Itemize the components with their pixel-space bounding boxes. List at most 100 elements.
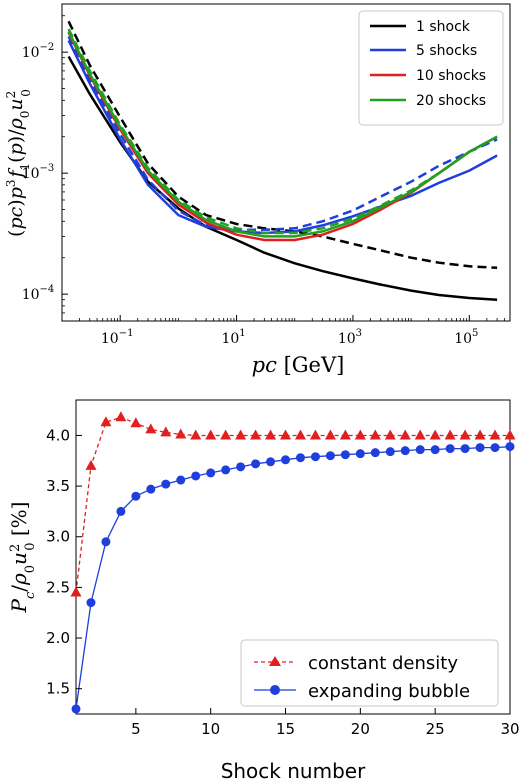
bottom-series-group — [70, 411, 516, 714]
bottom-point-constant-density — [130, 417, 142, 428]
bottom-point-constant-density — [504, 429, 516, 440]
bottom-point-expanding-bubble — [191, 471, 201, 481]
bottom-y-tick-label: 3.0 — [46, 528, 70, 546]
top-y-tick-label: 10−2 — [22, 42, 55, 61]
bottom-point-constant-density — [324, 429, 336, 440]
bottom-point-expanding-bubble — [116, 506, 126, 516]
bottom-point-constant-density — [115, 411, 127, 422]
bottom-point-constant-density — [354, 429, 366, 440]
bottom-series-line-constant-density — [75, 416, 510, 593]
bottom-point-constant-density — [205, 429, 217, 440]
bottom-y-tick-label: 1.5 — [46, 680, 70, 698]
bottom-x-tick-label: 30 — [500, 720, 519, 738]
bottom-point-expanding-bubble — [295, 453, 305, 463]
bottom-point-constant-density — [235, 429, 247, 440]
bottom-point-constant-density — [339, 429, 351, 440]
bottom-legend: constant density expanding bubble — [240, 639, 499, 707]
bottom-point-expanding-bubble — [176, 475, 186, 485]
top-legend-box — [358, 10, 504, 126]
top-y-tick-label: 10−4 — [22, 284, 55, 303]
bottom-point-constant-density — [280, 429, 292, 440]
bottom-point-constant-density — [85, 459, 97, 470]
top-x-tick-label: 105 — [454, 328, 478, 347]
top-series-line-20-shocks-dashed — [67, 28, 498, 235]
bottom-x-tick-label: 10 — [201, 720, 220, 738]
bottom-point-expanding-bubble — [206, 468, 216, 478]
bottom-point-constant-density — [369, 429, 381, 440]
top-legend: 1 shock 5 shocks 10 shocks 20 shocks — [358, 10, 504, 126]
bottom-point-constant-density — [399, 429, 411, 440]
bottom-chart: 5 10 15 20 25 30 1.5 2.0 2.5 3.0 3.5 4.0 Shock numb… — [7, 399, 520, 782]
bottom-point-expanding-bubble — [101, 537, 111, 547]
top-x-axis-label: pc [GeV] — [252, 353, 345, 377]
bottom-point-expanding-bubble — [430, 445, 440, 455]
bottom-point-expanding-bubble — [281, 455, 291, 465]
bottom-legend-box — [240, 639, 499, 707]
bottom-point-constant-density — [145, 423, 157, 434]
top-ticks-group: 10−1 101 103 105 10−4 10−3 10−2 — [22, 15, 511, 347]
bottom-point-constant-density — [70, 586, 82, 597]
top-x-tick-label: 103 — [338, 328, 362, 347]
top-y-axis-label: (pc)p3f1(p)/ρ0u20 — [4, 89, 33, 237]
top-y-tick-label: 10−3 — [22, 163, 55, 182]
bottom-y-tick-label: 4.0 — [46, 426, 70, 444]
top-series-line-5-shocks-dashed — [67, 35, 498, 232]
top-series-group — [67, 20, 498, 301]
bottom-point-constant-density — [384, 429, 396, 440]
legend-label-20-shocks: 20 shocks — [416, 93, 486, 109]
bottom-point-expanding-bubble — [131, 491, 141, 501]
legend-label-5-shocks: 5 shocks — [416, 43, 477, 59]
bottom-point-constant-density — [429, 429, 441, 440]
bottom-plot-frame — [75, 399, 511, 715]
bottom-point-constant-density — [265, 429, 277, 440]
top-x-tick-label: 101 — [221, 328, 245, 347]
bottom-point-constant-density — [444, 429, 456, 440]
legend-marker-circle — [270, 685, 280, 695]
bottom-point-expanding-bubble — [251, 459, 261, 469]
bottom-y-tick-label: 2.0 — [46, 629, 70, 647]
bottom-point-expanding-bubble — [71, 704, 81, 714]
bottom-point-constant-density — [175, 428, 187, 439]
bottom-point-expanding-bubble — [460, 444, 470, 454]
bottom-x-axis-label: Shock number — [221, 759, 366, 782]
bottom-point-expanding-bubble — [400, 446, 410, 456]
bottom-point-constant-density — [474, 429, 486, 440]
legend-label-1-shock: 1 shock — [416, 19, 471, 35]
bottom-point-expanding-bubble — [445, 444, 455, 454]
bottom-point-expanding-bubble — [355, 449, 365, 459]
bottom-point-expanding-bubble — [385, 447, 395, 457]
legend-label-expanding-bubble: expanding bubble — [308, 681, 470, 702]
bottom-x-tick-label: 20 — [351, 720, 370, 738]
bottom-point-expanding-bubble — [370, 448, 380, 458]
bottom-y-axis-label: Pc/ρ0u20 [%] — [7, 502, 38, 614]
bottom-point-constant-density — [100, 416, 112, 427]
bottom-point-constant-density — [220, 429, 232, 440]
bottom-point-expanding-bubble — [475, 443, 485, 453]
bottom-point-expanding-bubble — [490, 443, 500, 453]
legend-marker-triangle — [269, 656, 281, 666]
legend-label-10-shocks: 10 shocks — [416, 68, 486, 84]
bottom-point-constant-density — [190, 429, 202, 440]
bottom-ticks-group: 5 10 15 20 25 30 1.5 2.0 2.5 3.0 3.5 4.0 — [46, 426, 519, 738]
top-chart: 10−1 101 103 105 10−4 10−3 10−2 pc [GeV] (pc)p… — [4, 3, 511, 377]
bottom-x-tick-label: 15 — [276, 720, 295, 738]
bottom-point-expanding-bubble — [236, 462, 246, 472]
bottom-point-constant-density — [414, 429, 426, 440]
bottom-point-constant-density — [459, 429, 471, 440]
bottom-y-tick-label: 3.5 — [46, 477, 70, 495]
bottom-point-constant-density — [160, 426, 172, 437]
legend-label-constant-density: constant density — [308, 653, 458, 674]
bottom-point-expanding-bubble — [161, 479, 171, 489]
bottom-point-expanding-bubble — [146, 484, 156, 494]
bottom-point-constant-density — [309, 429, 321, 440]
bottom-point-expanding-bubble — [325, 451, 335, 461]
bottom-point-expanding-bubble — [340, 450, 350, 460]
bottom-x-tick-label: 5 — [131, 720, 141, 738]
bottom-point-expanding-bubble — [86, 598, 96, 608]
bottom-point-expanding-bubble — [221, 465, 231, 475]
bottom-x-tick-label: 25 — [426, 720, 445, 738]
bottom-point-constant-density — [489, 429, 501, 440]
bottom-point-expanding-bubble — [505, 442, 515, 452]
top-x-tick-label: 10−1 — [101, 328, 134, 347]
